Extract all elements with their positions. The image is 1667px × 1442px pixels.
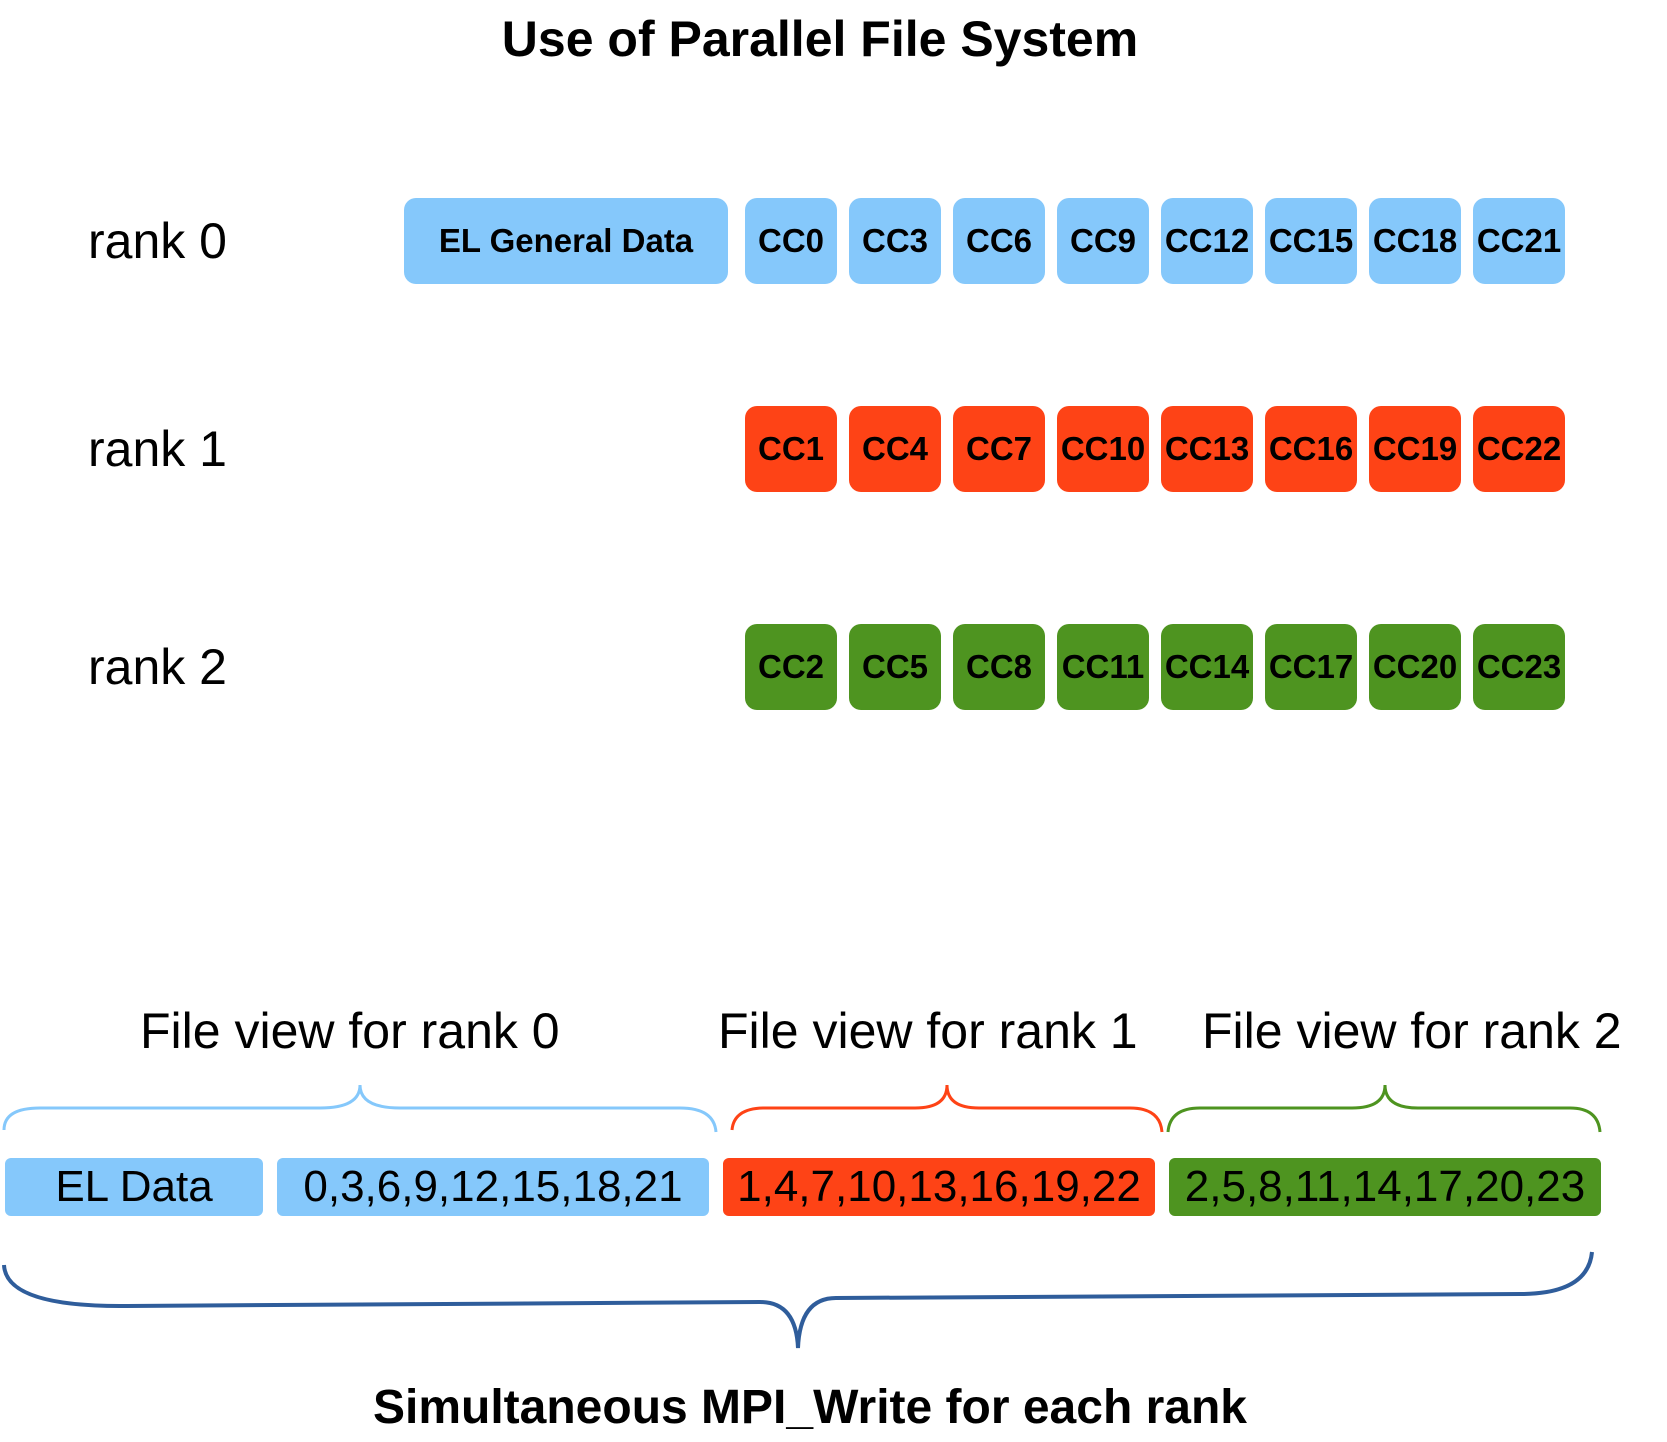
rank-0-label: rank 0 [88, 213, 227, 269]
rank-1-cell-cc22: CC22 [1473, 406, 1565, 492]
file-strip-rank-0-cells: 0,3,6,9,12,15,18,21 [277, 1158, 709, 1216]
file-strip-el-data: EL Data [5, 1158, 263, 1216]
rank-1-cell-cc1: CC1 [745, 406, 837, 492]
file-view-rank-1-label: File view for rank 1 [718, 1003, 1138, 1059]
bottom-caption: Simultaneous MPI_Write for each rank [372, 1381, 1247, 1434]
file-strip-rank-2-cells: 2,5,8,11,14,17,20,23 [1169, 1158, 1601, 1216]
file-view-rank-2-label: File view for rank 2 [1202, 1003, 1622, 1059]
rank-2-cell-cc2: CC2 [745, 624, 837, 710]
rank-0-cell-cc21: CC21 [1473, 198, 1565, 284]
rank-2-label: rank 2 [88, 639, 227, 695]
file-view-rank-1-brace [730, 1084, 1164, 1133]
file-view-rank-2-brace [1166, 1084, 1602, 1133]
mpi-write-brace [2, 1251, 1594, 1349]
file-view-rank-0-label: File view for rank 0 [140, 1003, 560, 1059]
rank-0-cell-cc9: CC9 [1057, 198, 1149, 284]
rank-0-cell-cc12: CC12 [1161, 198, 1253, 284]
rank-2-cell-cc14: CC14 [1161, 624, 1253, 710]
rank-2-cell-cc17: CC17 [1265, 624, 1357, 710]
rank-0-cell-cc18: CC18 [1369, 198, 1461, 284]
rank-1-label: rank 1 [88, 421, 227, 477]
rank-0-cell-cc3: CC3 [849, 198, 941, 284]
rank-0-cell-cc15: CC15 [1265, 198, 1357, 284]
diagram-title: Use of Parallel File System [501, 11, 1139, 67]
rank-2-cell-cc11: CC11 [1057, 624, 1149, 710]
rank-1-cell-cc10: CC10 [1057, 406, 1149, 492]
rank-2-cell-cc5: CC5 [849, 624, 941, 710]
file-strip-rank-1-cells: 1,4,7,10,13,16,19,22 [723, 1158, 1155, 1216]
rank-1-cell-cc13: CC13 [1161, 406, 1253, 492]
rank-1-cell-cc4: CC4 [849, 406, 941, 492]
rank-1-cell-cc7: CC7 [953, 406, 1045, 492]
rank-2-cell-cc23: CC23 [1473, 624, 1565, 710]
rank-0-general-data-box: EL General Data [404, 198, 728, 284]
file-view-rank-0-brace [2, 1084, 718, 1133]
rank-0-cell-cc0: CC0 [745, 198, 837, 284]
rank-0-cell-cc6: CC6 [953, 198, 1045, 284]
rank-2-cell-cc20: CC20 [1369, 624, 1461, 710]
rank-1-cell-cc16: CC16 [1265, 406, 1357, 492]
rank-1-cell-cc19: CC19 [1369, 406, 1461, 492]
rank-2-cell-cc8: CC8 [953, 624, 1045, 710]
